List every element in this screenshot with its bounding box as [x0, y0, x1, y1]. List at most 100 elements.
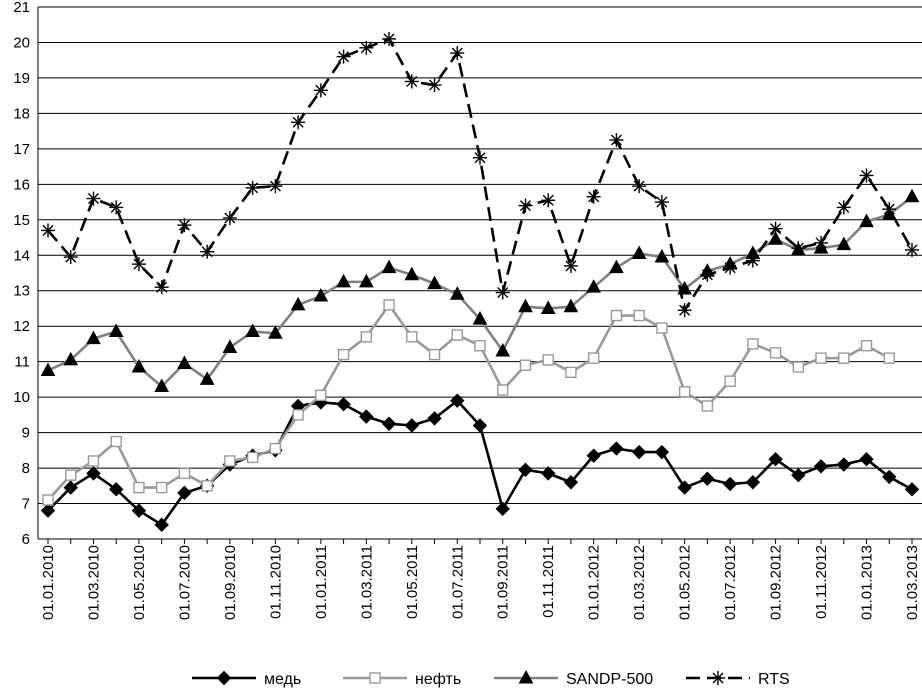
data-point-нефть: [337, 348, 350, 361]
data-point-rts: [745, 253, 760, 268]
legend-marker: [369, 672, 381, 684]
data-point-медь: [86, 466, 101, 481]
data-point-нефть: [269, 442, 282, 455]
data-point-медь: [904, 482, 920, 497]
x-tick-label: 01.03.2013: [904, 545, 921, 620]
data-point-медь: [722, 476, 738, 492]
data-point-медь: [836, 457, 851, 472]
data-point-нефть: [155, 481, 168, 494]
data-point-rts: [473, 150, 487, 165]
y-tick-label: 11: [14, 354, 30, 371]
data-point-нефть: [451, 329, 463, 341]
data-point-нефть: [201, 480, 213, 492]
data-point-sandp-500: [199, 371, 215, 385]
data-point-rts: [200, 244, 215, 259]
data-point-медь: [563, 475, 579, 490]
data-point-медь: [518, 462, 533, 478]
data-point-rts: [268, 179, 283, 194]
data-point-нефть: [246, 451, 259, 464]
x-tick-label: 01.11.2010: [267, 545, 284, 619]
data-point-нефть: [110, 435, 122, 448]
data-point-медь: [677, 480, 692, 495]
data-point-нефть: [406, 331, 418, 343]
data-point-медь: [154, 517, 169, 533]
data-point-rts: [404, 74, 419, 89]
data-point-нефть: [587, 352, 600, 364]
series-нефть: [42, 299, 895, 506]
legend: медь нефть SANDP-500 RTS: [192, 669, 790, 688]
data-point-sandp-500: [427, 275, 442, 290]
data-point-медь: [609, 441, 624, 456]
legend-marker: [216, 670, 232, 686]
data-point-медь: [654, 444, 670, 460]
data-point-sandp-500: [63, 351, 79, 366]
data-point-нефть: [315, 389, 327, 402]
data-point-rts: [541, 193, 556, 208]
data-point-rts: [814, 235, 829, 250]
legend-item-rts: RTS: [686, 671, 790, 688]
x-tick-label: 01.05.2010: [131, 545, 148, 620]
data-point-sandp-500: [859, 213, 874, 228]
data-point-нефть: [838, 352, 850, 364]
legend-marker: [518, 669, 534, 684]
x-tick-label: 01.05.2011: [404, 545, 421, 619]
data-point-медь: [472, 418, 488, 433]
x-tick-label: 01.09.2010: [222, 545, 239, 620]
data-point-sandp-500: [40, 362, 56, 377]
data-point-медь: [745, 475, 761, 490]
axes: [37, 7, 922, 544]
data-point-rts: [586, 189, 601, 204]
data-point-нефть: [792, 361, 805, 373]
data-point-rts: [41, 223, 55, 238]
data-point-нефть: [87, 455, 100, 467]
data-point-медь: [768, 451, 783, 467]
data-point-sandp-500: [586, 279, 602, 293]
data-point-медь: [109, 482, 124, 497]
y-tick-label: 20: [13, 34, 30, 51]
data-point-нефть: [610, 309, 623, 322]
data-point-нефть: [883, 352, 895, 364]
legend-item-нефть: нефть: [343, 671, 461, 688]
data-point-sandp-500: [836, 236, 852, 251]
series-rts: [41, 31, 919, 318]
data-point-медь: [63, 480, 78, 495]
series-layer: [40, 31, 920, 533]
data-point-медь: [336, 397, 351, 412]
data-point-медь: [404, 418, 419, 433]
data-point-sandp-500: [609, 259, 624, 274]
data-point-нефть: [292, 409, 304, 421]
data-point-нефть: [519, 359, 532, 371]
data-point-нефть: [678, 386, 691, 398]
data-point-нефть: [701, 400, 714, 412]
data-point-rts: [109, 200, 124, 215]
data-point-медь: [131, 503, 147, 518]
data-point-нефть: [474, 340, 486, 352]
data-point-медь: [450, 393, 465, 408]
data-point-sandp-500: [222, 339, 238, 353]
data-point-нефть: [542, 354, 554, 366]
data-point-нефть: [769, 347, 782, 359]
data-point-rts: [654, 195, 669, 210]
data-point-нефть: [224, 455, 236, 467]
data-point-rts: [791, 241, 806, 256]
data-point-медь: [859, 451, 874, 467]
data-point-rts: [836, 200, 851, 215]
x-tick-label: 01.05.2012: [677, 545, 694, 620]
data-point-медь: [381, 416, 397, 431]
data-point-нефть: [360, 331, 373, 343]
data-point-sandp-500: [518, 298, 533, 313]
data-point-sandp-500: [154, 378, 170, 392]
y-tick-label: 7: [22, 496, 30, 513]
data-point-нефть: [428, 348, 441, 361]
y-tick-label: 16: [13, 176, 30, 193]
data-point-медь: [631, 444, 647, 460]
data-point-sandp-500: [381, 259, 397, 274]
data-point-rts: [359, 40, 374, 55]
data-point-rts: [336, 49, 351, 64]
data-point-sandp-500: [177, 355, 192, 369]
x-tick-label: 01.09.2012: [768, 545, 785, 620]
data-point-rts: [86, 191, 101, 206]
legend-label: RTS: [758, 671, 790, 688]
data-point-sandp-500: [472, 311, 488, 325]
data-point-нефть: [383, 299, 395, 311]
